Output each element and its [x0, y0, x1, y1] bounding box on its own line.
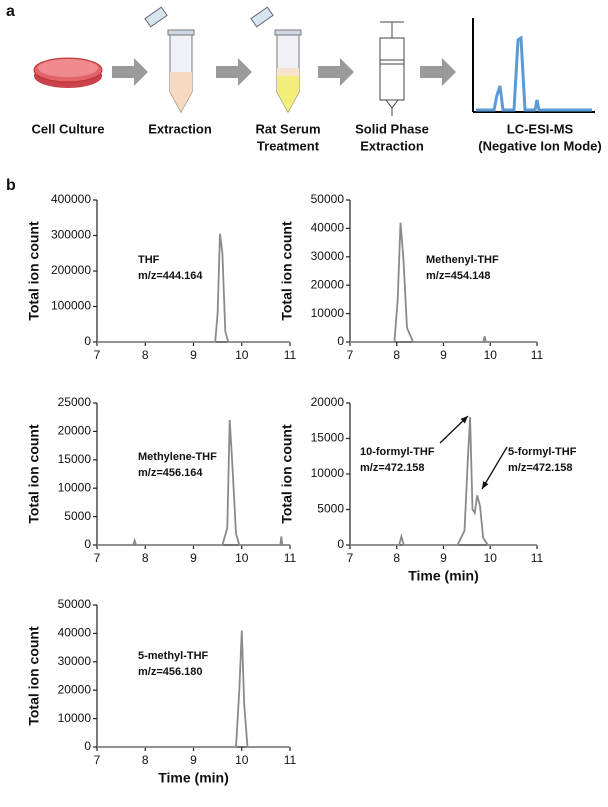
annotation-arrow: [481, 446, 508, 490]
x-tick-label: 9: [190, 551, 197, 565]
y-tick-label: 10000: [311, 466, 345, 480]
annotation: 5-methyl-THF: [138, 650, 209, 662]
x-tick-label: 8: [142, 753, 149, 767]
y-tick-label: 400000: [51, 192, 91, 206]
x-axis-label: Time (min): [158, 770, 229, 786]
annotation: m/z=456.180: [138, 666, 203, 678]
x-tick-label: 11: [284, 348, 297, 362]
y-tick-label: 15000: [311, 431, 345, 445]
x-tick-label: 11: [284, 551, 297, 565]
petri-dish-icon: [33, 57, 103, 88]
step-label: Extraction: [360, 138, 424, 153]
x-tick-label: 9: [440, 551, 447, 565]
x-tick-label: 10: [235, 348, 249, 362]
y-tick-label: 0: [84, 334, 91, 348]
chromatogram-icon: [472, 18, 595, 113]
y-tick-label: 20000: [58, 682, 92, 696]
y-tick-label: 40000: [58, 626, 92, 640]
step-label: (Negative Ion Mode): [478, 138, 602, 153]
x-tick-label: 7: [94, 551, 101, 565]
panel-label: a: [6, 3, 15, 20]
y-tick-label: 50000: [58, 597, 92, 611]
tube-icon: [250, 6, 302, 114]
step-label: Rat Serum: [255, 121, 320, 136]
annotation: Methenyl-THF: [426, 254, 499, 266]
y-tick-label: 30000: [58, 654, 92, 668]
trace: [97, 419, 290, 546]
x-axis-label: Time (min): [408, 568, 479, 584]
x-tick-label: 11: [531, 551, 544, 565]
annotation: m/z=456.164: [138, 467, 203, 479]
step-label: Extraction: [148, 121, 212, 136]
x-tick-label: 7: [347, 551, 354, 565]
y-tick-label: 50000: [311, 192, 345, 206]
x-tick-label: 7: [94, 753, 101, 767]
step-label: LC-ESI-MS: [507, 121, 574, 136]
x-tick-label: 11: [284, 753, 297, 767]
x-tick-label: 9: [190, 753, 197, 767]
x-tick-label: 8: [393, 551, 400, 565]
x-tick-label: 10: [235, 753, 249, 767]
annotation: 10-formyl-THF: [360, 446, 435, 458]
y-tick-label: 30000: [311, 249, 345, 263]
x-tick-label: 8: [393, 348, 400, 362]
y-tick-label: 300000: [51, 228, 91, 242]
y-tick-label: 0: [337, 334, 344, 348]
trace: [350, 222, 537, 343]
y-axis-label: Total ion count: [26, 626, 42, 726]
step-arrows: [112, 58, 456, 86]
y-tick-label: 5000: [317, 502, 344, 516]
y-tick-label: 40000: [311, 221, 345, 235]
annotation: m/z=472.158: [360, 462, 425, 474]
step-label: Cell Culture: [32, 121, 105, 136]
y-tick-label: 10000: [311, 306, 345, 320]
step-label: Solid Phase: [355, 121, 429, 136]
y-axis-label: Total ion count: [26, 424, 42, 524]
y-tick-label: 20000: [311, 395, 345, 409]
x-tick-label: 8: [142, 348, 149, 362]
annotation: Methylene-THF: [138, 451, 217, 463]
annotation: m/z=444.164: [138, 270, 203, 282]
x-tick-label: 9: [440, 348, 447, 362]
y-tick-label: 25000: [58, 395, 92, 409]
trace: [350, 417, 537, 546]
trace: [97, 630, 290, 748]
x-tick-label: 7: [347, 348, 354, 362]
y-tick-label: 200000: [51, 263, 91, 277]
x-tick-label: 10: [484, 348, 498, 362]
x-tick-label: 10: [235, 551, 249, 565]
annotation: m/z=454.148: [426, 270, 491, 282]
y-axis-label: Total ion count: [279, 424, 295, 524]
annotation-arrowhead: [460, 416, 468, 424]
syringe-icon: [379, 21, 405, 116]
annotation: m/z=472.158: [508, 462, 573, 474]
y-axis-label: Total ion count: [279, 221, 295, 321]
x-tick-label: 9: [190, 348, 197, 362]
x-tick-label: 7: [94, 348, 101, 362]
y-tick-label: 10000: [58, 711, 92, 725]
y-tick-label: 20000: [311, 277, 345, 291]
annotation-arrowhead: [482, 481, 489, 489]
x-tick-label: 11: [531, 348, 544, 362]
y-tick-label: 15000: [58, 452, 92, 466]
y-tick-label: 0: [84, 537, 91, 551]
step-label: Treatment: [257, 138, 320, 153]
y-axis-label: Total ion count: [26, 221, 42, 321]
trace: [97, 233, 290, 343]
annotation: 5-formyl-THF: [508, 446, 577, 458]
y-tick-label: 0: [337, 537, 344, 551]
x-tick-label: 8: [142, 551, 149, 565]
tube-icon: [144, 6, 195, 114]
panel-label: b: [6, 177, 16, 194]
annotation: THF: [138, 254, 160, 266]
x-tick-label: 10: [484, 551, 498, 565]
y-tick-label: 10000: [58, 480, 92, 494]
y-tick-label: 0: [84, 739, 91, 753]
y-tick-label: 100000: [51, 299, 91, 313]
y-tick-label: 20000: [58, 424, 92, 438]
y-tick-label: 5000: [64, 509, 91, 523]
